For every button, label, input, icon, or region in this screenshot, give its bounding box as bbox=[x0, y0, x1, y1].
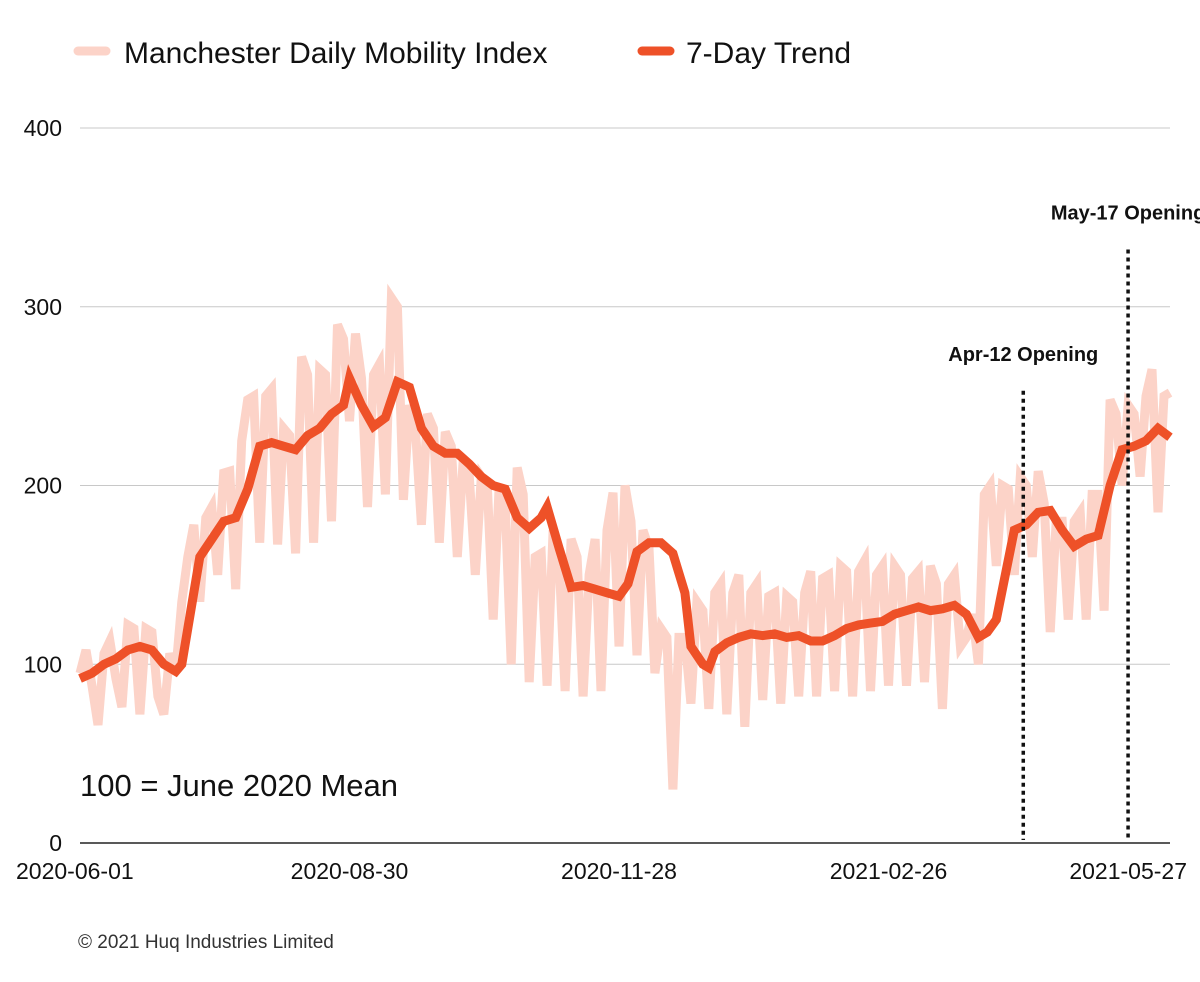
opening-marker-label: Apr-12 Opening bbox=[948, 344, 1098, 366]
y-tick-label: 400 bbox=[24, 115, 62, 141]
x-tick-label: 2020-06-01 bbox=[16, 858, 134, 884]
chart-legend: Manchester Daily Mobility Index 7-Day Tr… bbox=[73, 37, 851, 70]
trend-line bbox=[78, 364, 1173, 683]
y-tick-label: 100 bbox=[24, 651, 62, 677]
index-baseline-note: 100 = June 2020 Mean bbox=[80, 768, 398, 803]
chart-series bbox=[75, 283, 1173, 790]
chart-annotations: Apr-12 Opening May-17 Opening bbox=[948, 203, 1200, 840]
x-tick-label: 2021-02-26 bbox=[830, 858, 948, 884]
x-axis-ticks: 2020-06-01 2020-08-30 2020-11-28 2021-02-26… bbox=[16, 858, 1187, 884]
x-tick-label: 2021-05-27 bbox=[1069, 858, 1187, 884]
y-axis-ticks: 0 100 200 300 400 bbox=[24, 115, 62, 856]
y-tick-label: 0 bbox=[49, 830, 62, 856]
legend-trend-label: 7-Day Trend bbox=[686, 37, 851, 70]
opening-marker-label: May-17 Opening bbox=[1051, 203, 1200, 225]
x-tick-label: 2020-11-28 bbox=[561, 858, 677, 884]
y-tick-label: 200 bbox=[24, 473, 62, 499]
y-tick-label: 300 bbox=[24, 294, 62, 320]
daily-index-line bbox=[75, 283, 1173, 790]
legend-daily-label: Manchester Daily Mobility Index bbox=[124, 37, 548, 70]
copyright-notice: © 2021 Huq Industries Limited bbox=[78, 932, 334, 953]
x-tick-label: 2020-08-30 bbox=[291, 858, 409, 884]
